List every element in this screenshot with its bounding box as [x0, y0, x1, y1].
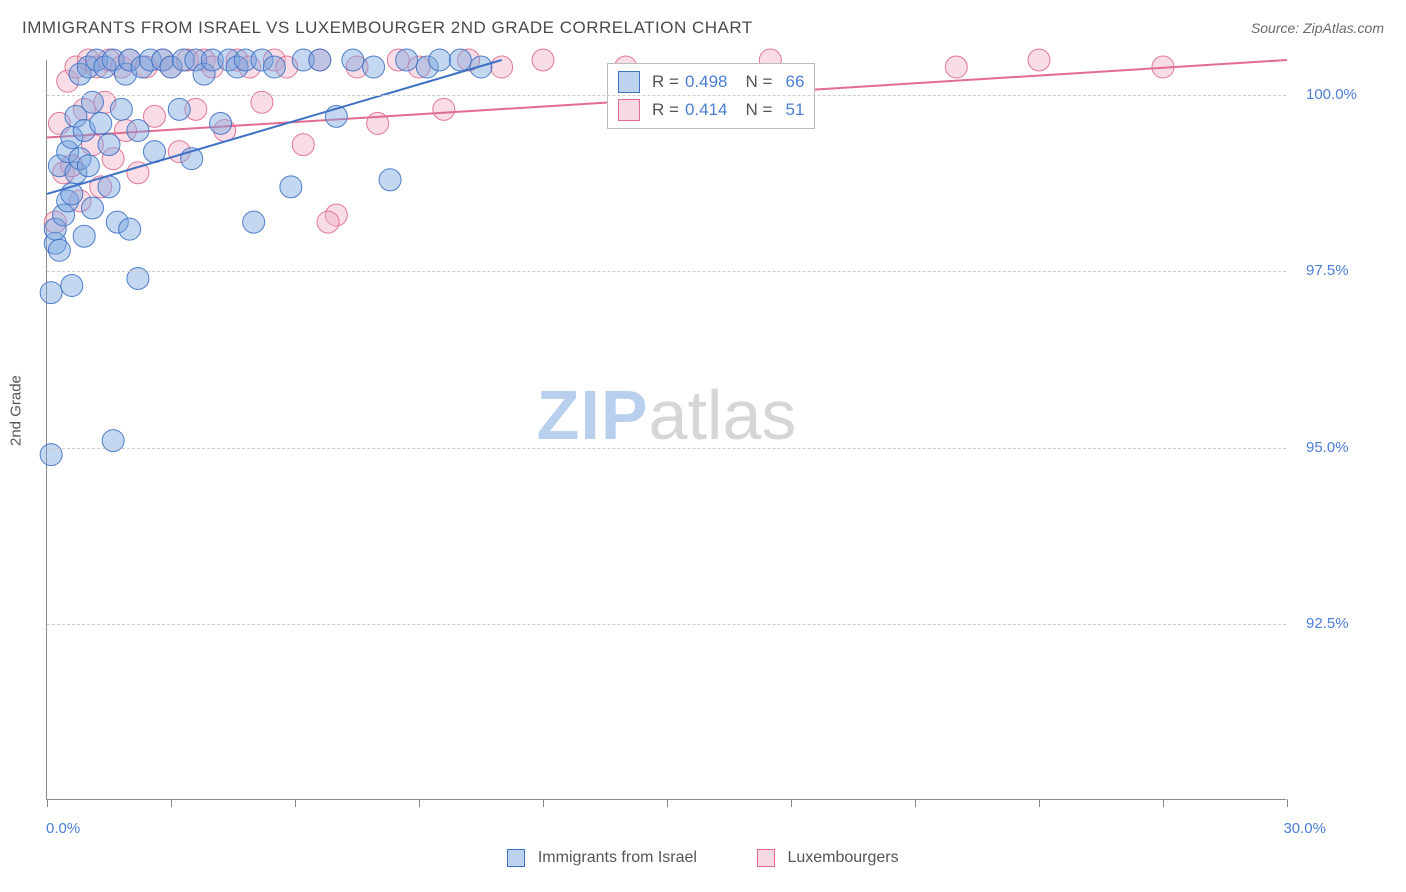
- chart-title: IMMIGRANTS FROM ISRAEL VS LUXEMBOURGER 2…: [22, 18, 753, 38]
- israel-swatch-icon: [618, 71, 640, 93]
- x-tick: [667, 799, 668, 807]
- scatter-point: [127, 119, 149, 141]
- lux-swatch-icon: [618, 99, 640, 121]
- scatter-point: [40, 282, 62, 304]
- r-label: R =: [652, 100, 679, 120]
- x-tick: [1039, 799, 1040, 807]
- chart-plot-area: ZIPatlas R = 0.498 N = 66 R = 0.414 N = …: [46, 60, 1286, 800]
- y-axis-title: 2nd Grade: [8, 375, 25, 446]
- scatter-point: [433, 98, 455, 120]
- x-tick: [1287, 799, 1288, 807]
- scatter-point: [110, 98, 132, 120]
- scatter-point: [210, 112, 232, 134]
- gridline: [47, 95, 1286, 96]
- scatter-point: [90, 112, 112, 134]
- n-label: N =: [745, 72, 772, 92]
- x-axis-max-label: 30.0%: [1283, 820, 1326, 837]
- x-tick: [47, 799, 48, 807]
- scatter-point: [73, 225, 95, 247]
- gridline: [47, 624, 1286, 625]
- scatter-point: [292, 134, 314, 156]
- legend-item-israel: Immigrants from Israel: [507, 849, 697, 867]
- scatter-point: [98, 134, 120, 156]
- lux-r-value: 0.414: [685, 100, 728, 120]
- chart-svg: [47, 60, 1286, 799]
- scatter-point: [48, 239, 70, 261]
- scatter-point: [77, 155, 99, 177]
- israel-n-value: 66: [778, 72, 804, 92]
- scatter-point: [309, 49, 331, 71]
- scatter-point: [119, 218, 141, 240]
- x-tick: [419, 799, 420, 807]
- legend-label-lux: Luxembourgers: [787, 849, 898, 866]
- scatter-point: [98, 176, 120, 198]
- israel-r-value: 0.498: [685, 72, 728, 92]
- lux-swatch-icon: [757, 849, 775, 867]
- israel-swatch-icon: [507, 849, 525, 867]
- stats-row-lux: R = 0.414 N = 51: [608, 96, 814, 124]
- legend-item-lux: Luxembourgers: [757, 849, 899, 867]
- scatter-point: [61, 275, 83, 297]
- y-tick-label: 100.0%: [1306, 86, 1357, 103]
- scatter-point: [81, 197, 103, 219]
- scatter-point: [449, 49, 471, 71]
- scatter-point: [168, 98, 190, 120]
- scatter-point: [532, 49, 554, 71]
- scatter-point: [396, 49, 418, 71]
- x-axis-min-label: 0.0%: [46, 820, 80, 837]
- x-tick: [295, 799, 296, 807]
- x-tick: [915, 799, 916, 807]
- x-tick: [1163, 799, 1164, 807]
- scatter-point: [280, 176, 302, 198]
- scatter-point: [263, 56, 285, 78]
- r-label: R =: [652, 72, 679, 92]
- lux-n-value: 51: [778, 100, 804, 120]
- legend: Immigrants from Israel Luxembourgers: [0, 849, 1406, 867]
- scatter-point: [491, 56, 513, 78]
- scatter-point: [342, 49, 364, 71]
- x-tick: [171, 799, 172, 807]
- scatter-point: [429, 49, 451, 71]
- scatter-point: [243, 211, 265, 233]
- y-tick-label: 97.5%: [1306, 262, 1349, 279]
- x-tick: [543, 799, 544, 807]
- header-bar: IMMIGRANTS FROM ISRAEL VS LUXEMBOURGER 2…: [22, 18, 1384, 38]
- x-tick: [791, 799, 792, 807]
- gridline: [47, 271, 1286, 272]
- scatter-point: [1028, 49, 1050, 71]
- n-label: N =: [745, 100, 772, 120]
- scatter-point: [379, 169, 401, 191]
- gridline: [47, 448, 1286, 449]
- y-tick-label: 95.0%: [1306, 439, 1349, 456]
- scatter-point: [317, 211, 339, 233]
- scatter-point: [363, 56, 385, 78]
- scatter-point: [945, 56, 967, 78]
- legend-label-israel: Immigrants from Israel: [538, 849, 697, 866]
- stats-row-israel: R = 0.498 N = 66: [608, 68, 814, 96]
- source-attribution: Source: ZipAtlas.com: [1251, 20, 1384, 36]
- y-tick-label: 92.5%: [1306, 615, 1349, 632]
